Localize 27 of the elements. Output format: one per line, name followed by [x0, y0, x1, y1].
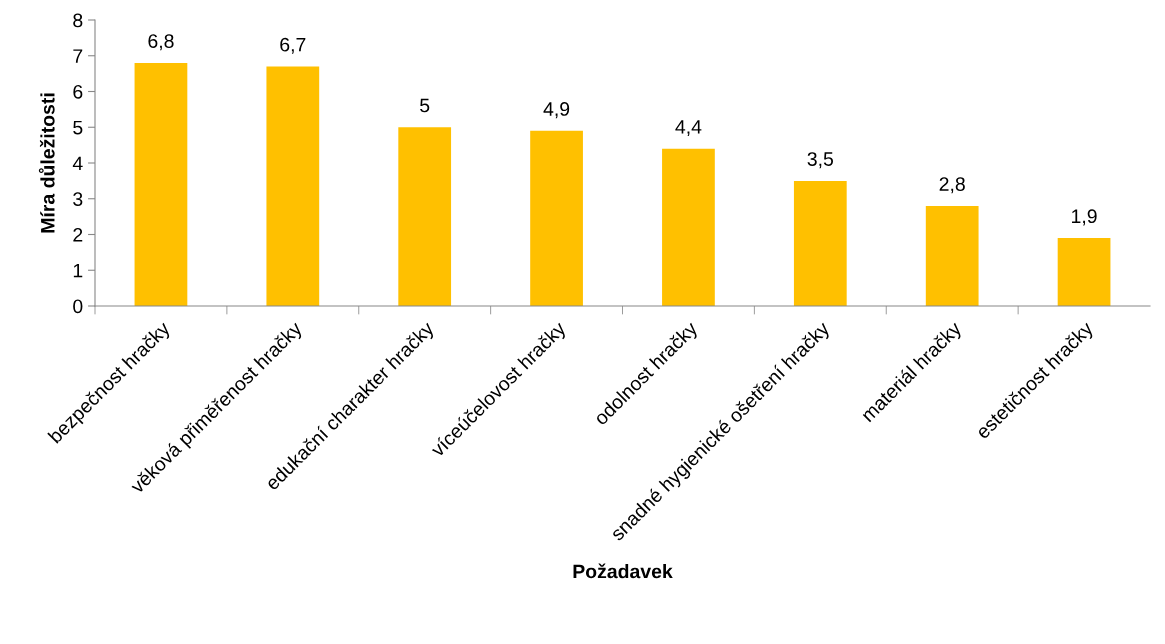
data-label: 4,4 — [675, 120, 702, 137]
bar — [134, 62, 188, 306]
y-axis-title: Míra důležitosti — [38, 93, 55, 233]
y-tick-label: 6 — [73, 84, 83, 99]
bar — [793, 180, 847, 306]
bar — [662, 148, 715, 306]
y-tick-label: 0 — [73, 299, 83, 314]
y-tick-label: 1 — [73, 263, 83, 278]
data-label: 6,7 — [280, 37, 306, 54]
bar — [925, 205, 979, 306]
y-tick-label: 4 — [72, 156, 83, 171]
y-tick-label: 2 — [73, 227, 83, 242]
data-label: 3,5 — [807, 152, 834, 169]
data-label: 5 — [420, 98, 430, 113]
y-tick-label: 8 — [73, 13, 83, 28]
y-tick-label: 7 — [73, 49, 83, 63]
data-label: 4,9 — [543, 102, 570, 119]
y-tick-label: 3 — [73, 192, 83, 206]
bar — [398, 127, 452, 306]
y-tick-label: 5 — [73, 120, 83, 135]
x-axis-title: Požadavek — [573, 563, 673, 579]
bar — [1057, 238, 1111, 306]
bar — [266, 66, 320, 306]
data-label: 1,9 — [1072, 209, 1097, 226]
data-label: 6,8 — [148, 34, 174, 51]
data-label: 2,8 — [939, 177, 965, 194]
bar — [530, 130, 583, 306]
